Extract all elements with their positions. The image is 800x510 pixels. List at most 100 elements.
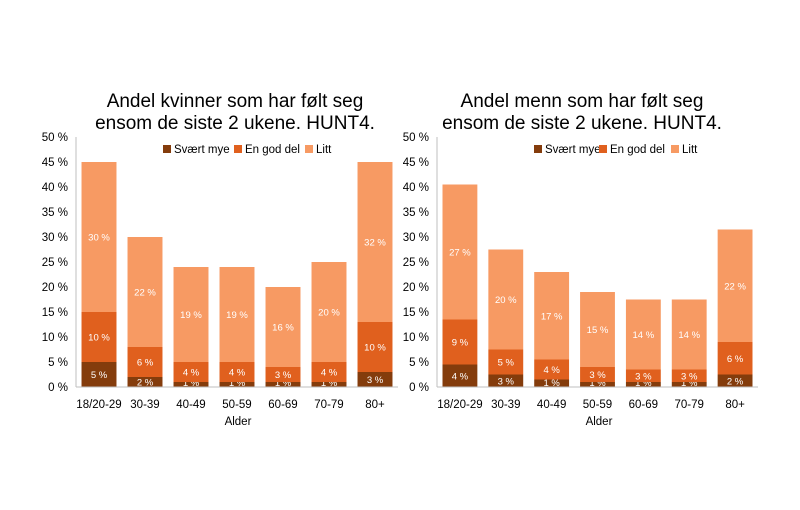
x-axis-label: Alder: [225, 416, 252, 428]
bar-segment: [671, 382, 707, 387]
x-tick-label: 18/20-29: [437, 399, 482, 411]
bar-segment: [81, 362, 117, 387]
data-label: 10 %: [364, 343, 386, 354]
data-label: 22 %: [724, 281, 746, 292]
x-tick-label: 60-69: [629, 399, 658, 411]
bar-segment: [265, 367, 301, 382]
bar-segment: [488, 349, 524, 375]
data-label: 14 %: [633, 330, 655, 341]
bar-segment: [580, 382, 615, 387]
bar-segment: [534, 359, 570, 380]
y-tick-label: 50 %: [42, 132, 68, 144]
legend-label: Litt: [682, 144, 698, 156]
data-label: 22 %: [134, 288, 156, 299]
data-label: 3 %: [367, 375, 384, 386]
y-tick-label: 35 %: [403, 207, 429, 219]
legend-swatch: [534, 145, 542, 153]
x-tick-label: 50-59: [222, 399, 251, 411]
y-tick-label: 15 %: [403, 307, 429, 319]
data-label: 10 %: [88, 333, 110, 344]
bar-segment: [127, 377, 163, 387]
data-label: 3 %: [498, 376, 515, 387]
bar-segment: [265, 382, 301, 387]
bar-segment: [81, 312, 117, 362]
chart-title-line: Andel menn som har følt seg: [461, 91, 704, 112]
data-label: 3 %: [589, 370, 606, 381]
data-label: 14 %: [678, 330, 700, 341]
data-label: 5 %: [91, 370, 108, 381]
legend-label: En god del: [610, 144, 665, 156]
data-label: 5 %: [498, 358, 515, 369]
x-tick-label: 80+: [725, 399, 745, 411]
bar-segment: [311, 382, 347, 387]
bar-segment: [442, 319, 478, 365]
bar-segment: [357, 372, 393, 387]
chart-title-line: ensom de siste 2 ukene. HUNT4.: [442, 113, 722, 134]
y-tick-label: 30 %: [42, 232, 68, 244]
legend-label: Svært mye: [545, 144, 601, 156]
data-label: 17 %: [541, 311, 563, 322]
legend-swatch: [163, 145, 171, 153]
bar-segment: [311, 362, 347, 382]
y-tick-label: 5 %: [409, 357, 429, 369]
bar-segment: [625, 299, 661, 370]
bar-segment: [127, 347, 163, 377]
y-tick-label: 30 %: [403, 232, 429, 244]
y-tick-label: 20 %: [403, 282, 429, 294]
data-label: 30 %: [88, 233, 110, 244]
x-axis-label: Alder: [586, 416, 613, 428]
bar-segment: [311, 262, 347, 362]
data-label: 4 %: [543, 365, 560, 376]
legend-label: Svært mye: [174, 144, 230, 156]
data-label: 3 %: [635, 371, 652, 382]
data-label: 1 %: [321, 378, 338, 389]
legend-swatch: [671, 145, 679, 153]
data-label: 32 %: [364, 238, 386, 249]
x-tick-label: 18/20-29: [76, 399, 121, 411]
bar-segment: [671, 369, 707, 382]
x-tick-label: 70-79: [314, 399, 343, 411]
y-tick-label: 10 %: [403, 332, 429, 344]
bar-segment: [488, 374, 524, 387]
data-label: 15 %: [587, 325, 609, 336]
legend-label: Litt: [316, 144, 332, 156]
legend-label: En god del: [245, 144, 300, 156]
bar-segment: [534, 272, 570, 360]
legend-swatch: [305, 145, 313, 153]
x-tick-label: 80+: [365, 399, 385, 411]
data-label: 20 %: [318, 308, 340, 319]
data-label: 1 %: [681, 378, 698, 389]
bar-segment: [173, 382, 209, 387]
legend-swatch: [599, 145, 607, 153]
data-label: 1 %: [183, 378, 200, 389]
data-label: 6 %: [727, 354, 744, 365]
y-tick-label: 35 %: [42, 207, 68, 219]
bar-segment: [534, 379, 570, 387]
data-label: 3 %: [275, 370, 292, 381]
y-tick-label: 15 %: [42, 307, 68, 319]
bar-segment: [127, 237, 163, 347]
bar-segment: [173, 267, 209, 362]
x-tick-label: 30-39: [130, 399, 159, 411]
y-tick-label: 5 %: [48, 357, 68, 369]
x-tick-label: 70-79: [675, 399, 704, 411]
data-label: 4 %: [183, 368, 200, 379]
bar-segment: [265, 287, 301, 367]
y-tick-label: 0 %: [409, 382, 429, 394]
data-label: 6 %: [137, 358, 154, 369]
bar-segment: [173, 362, 209, 382]
y-tick-label: 25 %: [42, 257, 68, 269]
bar-segment: [580, 367, 615, 382]
data-label: 27 %: [449, 248, 471, 259]
data-label: 2 %: [137, 378, 154, 389]
x-tick-label: 30-39: [491, 399, 520, 411]
bar-segment: [219, 267, 255, 362]
x-tick-label: 50-59: [583, 399, 612, 411]
data-label: 4 %: [229, 368, 246, 379]
y-tick-label: 10 %: [42, 332, 68, 344]
data-label: 19 %: [226, 310, 248, 321]
bar-segment: [357, 162, 393, 322]
bar-segment: [717, 374, 753, 387]
